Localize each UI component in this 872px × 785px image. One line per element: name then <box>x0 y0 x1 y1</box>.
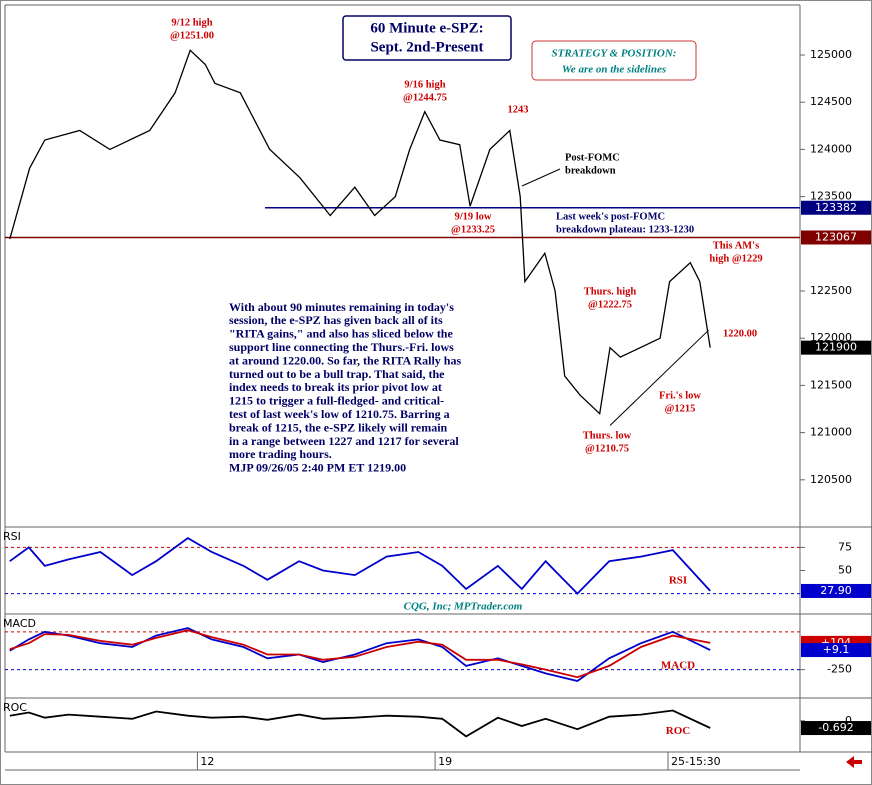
y-tick-label: 125000 <box>810 48 852 61</box>
commentary-line: test of last week's low of 1210.75. Barr… <box>229 407 450 421</box>
x-tick-label: 25-15:30 <box>671 755 721 768</box>
annotation: Last week's post-FOMC <box>556 211 665 222</box>
last-label: +9.1 <box>823 643 850 656</box>
y-tick-label: 124000 <box>810 142 852 155</box>
commentary-line: index needs to break its prior pivot low… <box>229 380 442 394</box>
series-label: ROC <box>666 725 691 737</box>
annotation: breakdown plateau: 1233-1230 <box>556 224 694 235</box>
commentary-line: turned out to be a bull trap. That said,… <box>229 367 445 381</box>
panel-label: RSI <box>3 530 21 543</box>
data-line <box>9 537 711 595</box>
strategy-text: We are on the sidelines <box>562 64 666 76</box>
trend-line <box>609 329 709 426</box>
series-label: RSI <box>669 574 687 586</box>
scroll-arrow <box>846 756 862 768</box>
annotation: Post-FOMC <box>565 152 620 163</box>
y-tick-label: 120500 <box>810 473 852 486</box>
level-label: 123067 <box>815 230 857 243</box>
y-tick-label: 50 <box>838 564 852 577</box>
annotation: 9/16 high <box>404 79 445 90</box>
title-box <box>342 15 512 61</box>
commentary-line: in a range between 1227 and 1217 for sev… <box>229 434 459 448</box>
annotation: This AM's <box>713 240 759 251</box>
x-tick-label: 19 <box>438 755 452 768</box>
y-tick-label: 0 <box>845 714 852 727</box>
last-box <box>801 583 871 598</box>
last-label: 27.90 <box>820 584 852 597</box>
annotation: Thurs. high <box>584 286 637 297</box>
annotation: @1215 <box>665 403 696 414</box>
annotation: @1210.75 <box>585 443 629 454</box>
annotation: @1251.00 <box>170 30 214 41</box>
strategy-box <box>531 40 697 81</box>
level-box <box>801 230 871 245</box>
y-tick-label: 75 <box>838 540 852 553</box>
data-line <box>9 629 711 679</box>
annotation: 9/12 high <box>171 17 212 28</box>
last-label: -0.692 <box>818 721 853 734</box>
annotation: Thurs. low <box>583 430 632 441</box>
annotation: @1222.75 <box>588 299 632 310</box>
commentary-line: break of 1215, the e-SPZ likely will rem… <box>229 420 448 434</box>
chart-title: 60 Minute e-SPZ: <box>370 20 483 36</box>
last-box <box>801 721 871 736</box>
y-tick-label: 124500 <box>810 95 852 108</box>
commentary-line: session, the e-SPZ has given back all of… <box>229 313 443 327</box>
annotation: Fri.'s low <box>659 390 701 401</box>
commentary-line: more trading hours. <box>229 447 332 461</box>
annotation: @1233.25 <box>451 224 495 235</box>
y-tick-label: 122500 <box>810 284 852 297</box>
commentary-line: support line connecting the Thurs.-Fri. … <box>229 340 454 354</box>
level-box <box>801 200 871 215</box>
last-box <box>801 643 871 658</box>
pointer-line <box>521 168 561 187</box>
data-line <box>9 49 711 416</box>
last-label: 121900 <box>815 341 857 354</box>
annotation: @1244.75 <box>403 92 447 103</box>
x-tick-label: 12 <box>200 755 214 768</box>
commentary-line: 1215 to trigger a full-fledged- and crit… <box>229 394 444 408</box>
annotation: 9/19 low <box>454 211 491 222</box>
annotation: high @1229 <box>709 253 762 264</box>
commentary-line: With about 90 minutes remaining in today… <box>229 300 454 314</box>
data-line <box>9 709 711 738</box>
commentary-line: "RITA gains," and also has sliced below … <box>229 327 453 341</box>
panel-label: ROC <box>3 701 27 714</box>
level-label: 123382 <box>815 201 857 214</box>
strategy-text: STRATEGY & POSITION: <box>552 48 677 60</box>
y-tick-label: 123500 <box>810 190 852 203</box>
y-tick-label: -250 <box>827 663 852 676</box>
annotation: breakdown <box>565 165 616 176</box>
last-box <box>801 340 871 355</box>
commentary-line: MJP 09/26/05 2:40 PM ET 1219.00 <box>229 461 406 475</box>
chart-title: Sept. 2nd-Present <box>370 39 483 55</box>
panel-label: MACD <box>3 617 36 630</box>
annotation: 1243 <box>508 104 529 115</box>
annotation: 1220.00 <box>723 328 757 339</box>
y-tick-label: 121500 <box>810 378 852 391</box>
series-label: MACD <box>661 660 695 672</box>
credit: CQG, Inc; MPTrader.com <box>404 601 523 613</box>
y-tick-label: 121000 <box>810 426 852 439</box>
commentary-line: at around 1220.00. So far, the RITA Rall… <box>229 353 461 367</box>
